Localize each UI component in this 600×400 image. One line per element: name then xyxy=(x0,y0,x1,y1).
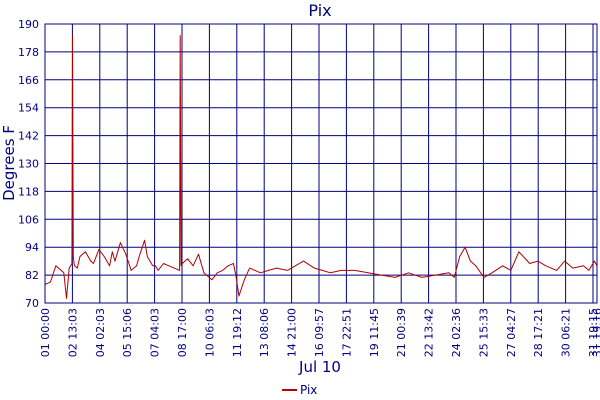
y-tick-label: 154 xyxy=(18,102,39,115)
x-tick-label: 07 04:03 xyxy=(149,308,162,357)
chart-title: Pix xyxy=(308,1,331,20)
x-tick-label: 08 17:00 xyxy=(176,308,189,357)
plot-frame xyxy=(44,23,598,304)
x-tick-label: 11 19:12 xyxy=(231,308,244,357)
x-tick-label: 31 19:15 xyxy=(587,308,600,357)
x-tick-label: 30 06:21 xyxy=(560,308,573,357)
x-tick-label: 13 08:06 xyxy=(258,308,271,357)
x-tick-label: 02 13:03 xyxy=(66,308,79,357)
x-tick-label: 05 15:06 xyxy=(121,308,134,357)
y-tick-label: 190 xyxy=(18,18,39,31)
x-tick-label: 16 09:57 xyxy=(313,308,326,357)
y-tick-label: 178 xyxy=(18,46,39,59)
x-tick-label: 14 21:00 xyxy=(286,308,299,357)
x-tick-label: 01 00:00 xyxy=(39,308,52,357)
y-tick-label: 118 xyxy=(18,185,39,198)
series-line-pix xyxy=(44,35,598,299)
y-axis-label: Degrees F xyxy=(0,125,18,201)
x-tick-label: 25 15:33 xyxy=(477,308,490,357)
x-tick-label: 17 22:51 xyxy=(340,308,353,357)
x-ticks: 01 00:00 02 13:03 04 02:03 05 15:06 07 04:03… xyxy=(39,308,600,357)
y-tick-label: 70 xyxy=(25,297,39,310)
y-tick-label: 166 xyxy=(18,74,39,87)
x-tick-label: 31 19:16 xyxy=(591,308,600,357)
x-axis-label: Jul 10 xyxy=(298,358,341,376)
x-tick-label: 19 11:45 xyxy=(368,308,381,357)
x-tick-label: 28 17:21 xyxy=(532,308,545,357)
x-tick-label: 10 06:03 xyxy=(203,308,216,357)
x-tick-label: 21 00:39 xyxy=(395,308,408,357)
legend: Pix xyxy=(282,383,317,397)
y-tick-label: 94 xyxy=(25,241,39,254)
x-tick-label: 04 02:03 xyxy=(94,308,107,357)
legend-label-pix: Pix xyxy=(300,383,317,397)
y-tick-label: 142 xyxy=(18,130,39,143)
y-ticks: 70 82 94 106 118 130 142 154 166 178 190 xyxy=(18,18,39,310)
x-tick-label: 22 13:42 xyxy=(423,308,436,357)
y-tick-label: 82 xyxy=(25,269,39,282)
y-tick-label: 106 xyxy=(18,213,39,226)
y-tick-label: 130 xyxy=(18,158,39,171)
x-tick-label: 24 02:36 xyxy=(450,308,463,357)
series-layer xyxy=(44,35,598,299)
x-tick-label: 27 04:27 xyxy=(505,308,518,357)
